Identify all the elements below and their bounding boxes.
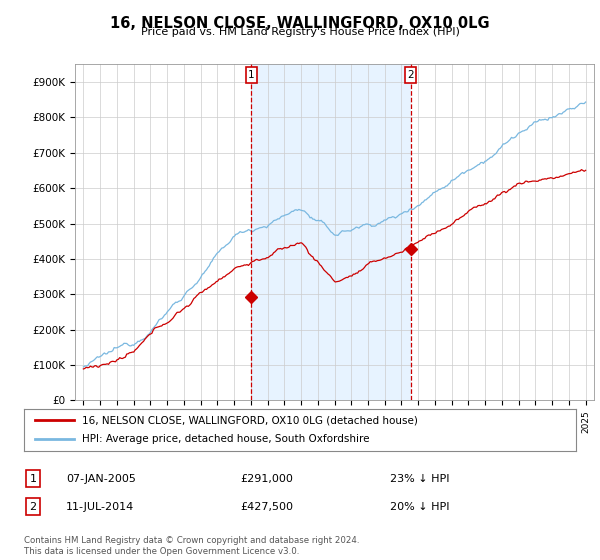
Text: 2: 2 bbox=[29, 502, 37, 512]
Text: 1: 1 bbox=[248, 70, 255, 80]
Text: 16, NELSON CLOSE, WALLINGFORD, OX10 0LG: 16, NELSON CLOSE, WALLINGFORD, OX10 0LG bbox=[110, 16, 490, 31]
Bar bbox=[251, 64, 410, 400]
Text: 07-JAN-2005: 07-JAN-2005 bbox=[66, 474, 136, 484]
Text: 20% ↓ HPI: 20% ↓ HPI bbox=[390, 502, 449, 512]
Text: HPI: Average price, detached house, South Oxfordshire: HPI: Average price, detached house, Sout… bbox=[82, 435, 370, 445]
Text: Contains HM Land Registry data © Crown copyright and database right 2024.
This d: Contains HM Land Registry data © Crown c… bbox=[24, 536, 359, 556]
Text: £427,500: £427,500 bbox=[240, 502, 293, 512]
Text: Price paid vs. HM Land Registry's House Price Index (HPI): Price paid vs. HM Land Registry's House … bbox=[140, 27, 460, 37]
Text: 1: 1 bbox=[29, 474, 37, 484]
Text: 16, NELSON CLOSE, WALLINGFORD, OX10 0LG (detached house): 16, NELSON CLOSE, WALLINGFORD, OX10 0LG … bbox=[82, 415, 418, 425]
Text: 23% ↓ HPI: 23% ↓ HPI bbox=[390, 474, 449, 484]
Text: 11-JUL-2014: 11-JUL-2014 bbox=[66, 502, 134, 512]
Text: £291,000: £291,000 bbox=[240, 474, 293, 484]
Text: 2: 2 bbox=[407, 70, 414, 80]
